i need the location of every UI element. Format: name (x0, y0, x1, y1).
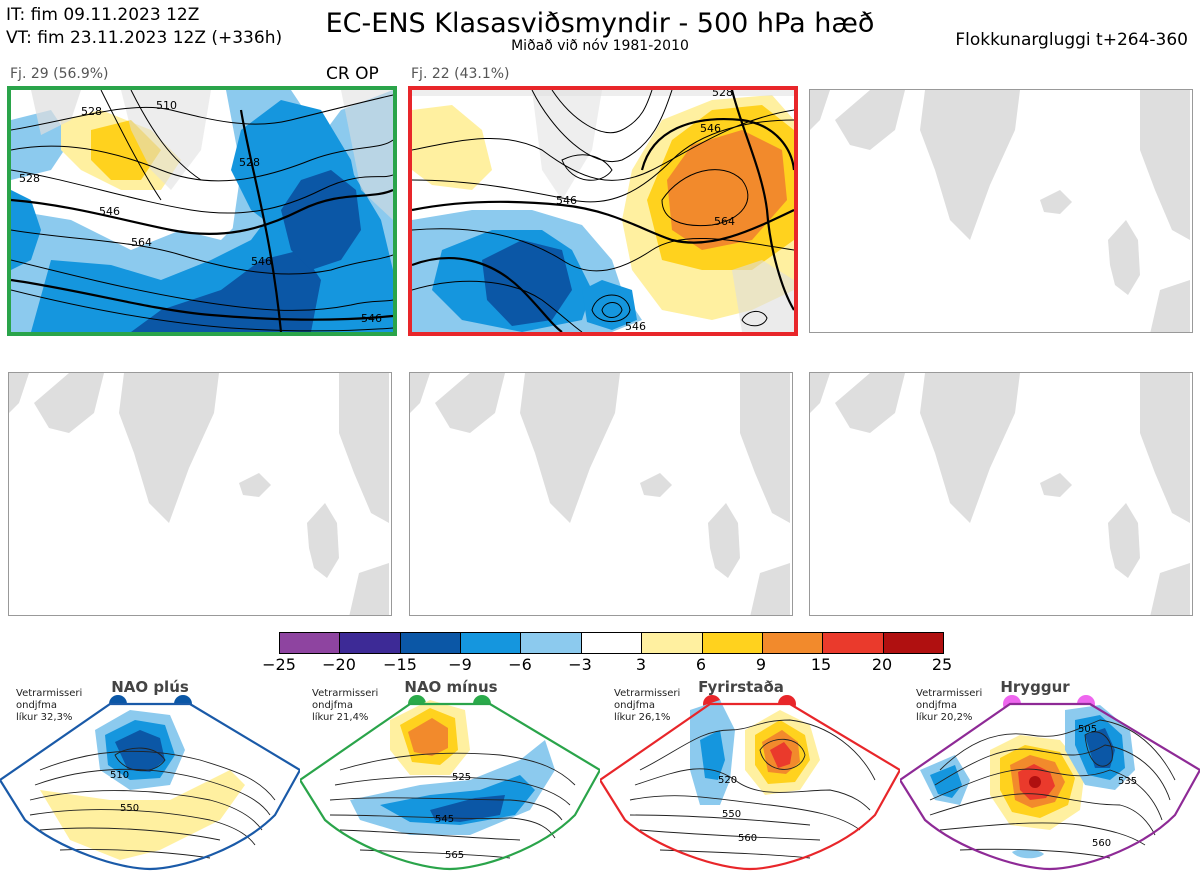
regime-map-nao-plus: 510 550 (0, 695, 300, 871)
regime-note: Vetrarmisseri ondjfma líkur 20,2% (916, 688, 982, 724)
colorbar-segment (761, 633, 823, 653)
regime-title: Hryggur (1000, 678, 1070, 696)
colorbar-tick: −25 (262, 655, 296, 674)
map-6-landmass (810, 373, 1190, 615)
regime-note-line: líkur 21,4% (312, 712, 369, 723)
cluster-map-5[interactable] (409, 372, 793, 616)
map-3-landmass (810, 90, 1190, 332)
regime-note-line: Vetrarmisseri (312, 688, 379, 699)
colorbar-tick: −15 (383, 655, 417, 674)
regime-title: Fyrirstaða (698, 678, 784, 696)
contour-label: 528 (81, 105, 102, 118)
map-4-landmass (9, 373, 389, 615)
panel-1-label: Fj. 29 (56.9%) (10, 66, 109, 82)
regime-note: Vetrarmisseri ondjfma líkur 21,4% (312, 688, 378, 724)
cluster-map-2[interactable]: 528 546 546 564 546 (408, 86, 798, 336)
colorbar-segment (822, 633, 883, 653)
regime-note-line: Vetrarmisseri (916, 688, 983, 699)
colorbar-segment (280, 633, 340, 653)
contour-label: 535 (1118, 776, 1137, 787)
colorbar-segment (701, 633, 762, 653)
colorbar-segment (460, 633, 521, 653)
contour-label: 560 (738, 833, 757, 844)
cluster-map-6[interactable] (809, 372, 1193, 616)
page-title: EC-ENS Klasasviðsmyndir - 500 hPa hæð (325, 8, 875, 39)
colorbar-tick: 15 (810, 655, 832, 674)
contour-label: 545 (435, 814, 454, 825)
contour-label: 520 (718, 775, 737, 786)
colorbar-segment (641, 633, 702, 653)
contour-label: 546 (99, 205, 120, 218)
regime-map-nao-minus: 525 545 565 (300, 695, 600, 871)
regime-note-line: ondjfma (916, 700, 957, 711)
contour-label: 546 (361, 312, 382, 325)
colorbar-segment (580, 633, 642, 653)
colorbar-segment (520, 633, 581, 653)
cluster-map-2-plot: 528 546 546 564 546 (412, 90, 794, 332)
map-5-landmass (410, 373, 790, 615)
contour-label: 546 (700, 122, 721, 135)
colorbar-tick: 20 (871, 655, 893, 674)
regime-title: NAO plús (111, 678, 189, 696)
cluster-map-4[interactable] (8, 372, 392, 616)
colorbar-tick: −9 (448, 655, 472, 674)
colorbar-tick: −6 (508, 655, 532, 674)
colorbar-tick: 25 (931, 655, 953, 674)
contour-label: 505 (1078, 724, 1097, 735)
regime-map-hryggur: 505 535 560 (900, 695, 1200, 871)
regime-map-fyrirstada: 520 550 560 (600, 695, 900, 871)
contour-label: 528 (19, 172, 40, 185)
colorbar-tick: −20 (322, 655, 356, 674)
regime-note-line: ondjfma (16, 700, 57, 711)
regime-note-line: líkur 20,2% (916, 712, 973, 723)
contour-label: 560 (1092, 838, 1111, 849)
contour-label: 510 (110, 770, 129, 781)
init-time: IT: fim 09.11.2023 12Z (6, 5, 200, 25)
classification-window: Flokkunargluggi t+264-360 (955, 30, 1188, 50)
contour-label: 546 (251, 255, 272, 268)
cluster-map-1-plot: 510 528 528 546 564 546 528 546 (11, 90, 393, 332)
cluster-map-1[interactable]: 510 528 528 546 564 546 528 546 (7, 86, 397, 336)
colorbar (279, 632, 944, 654)
panel-2-label: Fj. 22 (43.1%) (411, 66, 510, 82)
contour-label: 550 (120, 803, 139, 814)
regime-note-line: líkur 26,1% (614, 712, 671, 723)
regime-note-line: ondjfma (614, 700, 655, 711)
contour-label: 528 (239, 156, 260, 169)
colorbar-tick: 9 (755, 655, 767, 674)
colorbar-segment (339, 633, 400, 653)
page-subtitle: Miðað við nóv 1981-2010 (511, 38, 689, 54)
regime-note-line: Vetrarmisseri (16, 688, 83, 699)
contour-label: 525 (452, 772, 471, 783)
contour-label: 565 (445, 850, 464, 861)
colorbar-tick: −3 (568, 655, 592, 674)
regime-note-line: Vetrarmisseri (614, 688, 681, 699)
colorbar-segment (882, 633, 943, 653)
regime-note: Vetrarmisseri ondjfma líkur 32,3% (16, 688, 82, 724)
contour-label: 546 (625, 320, 646, 332)
regime-note: Vetrarmisseri ondjfma líkur 26,1% (614, 688, 680, 724)
cluster-map-3[interactable] (809, 89, 1193, 333)
contour-label: 510 (156, 99, 177, 112)
contour-label: 564 (131, 236, 152, 249)
contour-label: 528 (712, 90, 733, 99)
panel-1-tag: CR OP (326, 64, 379, 84)
valid-time: VT: fim 23.11.2023 12Z (+336h) (6, 28, 283, 48)
regime-title: NAO mínus (404, 678, 498, 696)
colorbar-segment (399, 633, 461, 653)
regime-note-line: líkur 32,3% (16, 712, 73, 723)
colorbar-tick: 6 (695, 655, 707, 674)
header-left: IT: fim 09.11.2023 12Z VT: fim 23.11.202… (6, 4, 282, 50)
colorbar-tick: 3 (635, 655, 647, 674)
contour-label: 564 (714, 215, 735, 228)
contour-label: 550 (722, 809, 741, 820)
contour-label: 546 (556, 194, 577, 207)
regime-note-line: ondjfma (312, 700, 353, 711)
